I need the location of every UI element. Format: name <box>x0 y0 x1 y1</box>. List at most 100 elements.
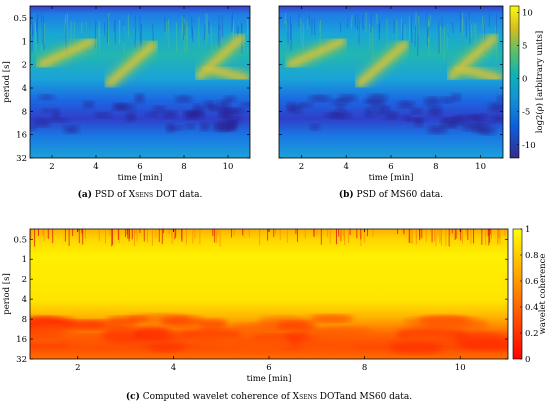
streak-a-41 <box>122 25 125 54</box>
blotch-a-37 <box>192 107 205 116</box>
colorbar-tick-label-c-3: 0.4 <box>525 303 539 313</box>
x-tick-label-a-1: 4 <box>93 162 98 172</box>
blotch-b-24 <box>384 111 399 120</box>
blotch-b-8 <box>467 113 490 120</box>
colorbar-tick-label-c-4: 0.2 <box>525 329 539 339</box>
coh-blob-15 <box>106 315 151 323</box>
texture-c <box>30 229 508 355</box>
panel-a: 2 4 6 8 10 0.5 1 2 4 8 16 32 time [min] period [s]… <box>2 5 251 200</box>
streak-b-66 <box>410 14 413 44</box>
y-tick-label-a-1: 1 <box>22 37 27 47</box>
coh-blob-25 <box>160 315 205 327</box>
x-tick-label-b-3: 8 <box>433 162 438 172</box>
blotch-b-15 <box>427 125 448 135</box>
colorbar-b <box>509 5 520 159</box>
streak-a-69 <box>64 15 67 34</box>
x-axis-label-b: time [min] <box>369 173 414 183</box>
y-ticks-b <box>279 17 503 159</box>
coh-blob-36 <box>389 342 444 355</box>
colorbar-c <box>512 228 523 360</box>
x-tick-label-a-0: 2 <box>49 162 54 172</box>
y-axis-label-c: period [s] <box>2 273 12 315</box>
blotch-a-14 <box>112 103 126 110</box>
streak-a-40 <box>206 13 209 37</box>
colorbar-label-c: wavelet coherence <box>538 254 548 335</box>
coh-blob-39 <box>334 340 393 347</box>
y-tick-label-a-3: 4 <box>22 84 27 94</box>
colorbar-tick-label-c-0: 1 <box>525 225 530 235</box>
blotch-b-21 <box>449 122 459 129</box>
coh-blob-31 <box>148 343 184 353</box>
blotch-a-33 <box>32 118 51 128</box>
ridges-b <box>284 31 503 90</box>
x-axis-label-a: time [min] <box>118 173 163 183</box>
streak-a-38 <box>165 21 168 38</box>
streak-b-41 <box>284 13 287 25</box>
y-tick-label-c-4: 8 <box>22 315 27 325</box>
streak-b-54 <box>371 26 374 61</box>
streak-a-52 <box>106 17 109 44</box>
ridge-a-0 <box>38 38 95 68</box>
blotch-a-32 <box>83 100 95 109</box>
blotch-b-28 <box>295 102 313 108</box>
blotch-a-30 <box>165 123 175 133</box>
coh-blob-35 <box>404 333 460 343</box>
blotch-a-19 <box>152 105 166 113</box>
streak-a-64 <box>219 24 221 49</box>
x-tick-label-a-2: 6 <box>137 162 142 172</box>
blotch-a-38 <box>218 107 230 114</box>
x-ticks-b: 2 4 6 8 10 <box>299 6 486 172</box>
colorbar-tick-label-b-0: 10 <box>522 9 533 19</box>
y-tick-label-c-0: 0.5 <box>13 235 27 245</box>
blotch-b-38 <box>309 123 321 130</box>
blotch-a-22 <box>240 102 250 107</box>
ridge-b-0 <box>287 38 345 68</box>
blotch-b-39 <box>427 106 443 117</box>
streak-b-63 <box>300 18 303 46</box>
colorbar-ticks-b: 10 5 0 -5 -10 <box>517 9 536 151</box>
streak-b-38 <box>319 20 322 31</box>
blotch-a-12 <box>223 96 237 103</box>
y-tick-label-a-2: 2 <box>22 61 27 71</box>
blotch-b-4 <box>335 104 346 110</box>
blotch-b-16 <box>397 100 415 109</box>
ridges-a <box>35 31 250 90</box>
streak-b-49 <box>468 12 471 45</box>
ridge-a-3 <box>203 65 249 81</box>
blotch-b-17 <box>367 93 388 102</box>
blotch-b-9 <box>497 95 503 102</box>
coh-blob-1 <box>308 314 354 323</box>
streak-b-4 <box>376 14 378 25</box>
coh-blob-40 <box>284 332 309 340</box>
streak-b-60 <box>451 22 454 34</box>
blotch-a-35 <box>48 118 70 123</box>
streak-b-59 <box>414 25 417 47</box>
x-tick-label-b-4: 10 <box>475 162 486 172</box>
coh-blob-34 <box>186 334 240 350</box>
colorbar-tick-label-c-2: 0.6 <box>525 277 539 287</box>
blotch-b-12 <box>452 115 469 125</box>
blotch-a-11 <box>146 111 161 117</box>
streak-a-12 <box>73 22 75 44</box>
y-tick-label-c-6: 32 <box>16 355 27 365</box>
colorbar-tick-label-b-1: 5 <box>522 42 527 52</box>
x-tick-label-c-3: 8 <box>362 363 367 373</box>
blotch-a-36 <box>213 121 236 131</box>
blotch-b-32 <box>308 95 331 102</box>
blotch-a-8 <box>209 105 220 112</box>
blotch-b-7 <box>423 97 441 106</box>
x-tick-label-a-4: 10 <box>223 162 234 172</box>
blotch-a-10 <box>186 123 195 130</box>
streak-a-56 <box>36 14 39 44</box>
x-ticks-a: 2 4 6 8 10 <box>49 6 233 172</box>
blotch-a-4 <box>174 95 193 103</box>
x-tick-label-c-4: 10 <box>455 363 466 373</box>
blotch-a-39 <box>218 112 232 120</box>
colorbar-tick-label-b-2: 0 <box>522 75 527 85</box>
streak-a-26 <box>205 13 207 44</box>
streak-b-57 <box>356 13 359 30</box>
streak-b-44 <box>401 21 404 41</box>
blotch-b-22 <box>410 108 423 115</box>
blotch-b-33 <box>331 110 351 119</box>
ridge-b-1 <box>357 42 407 86</box>
